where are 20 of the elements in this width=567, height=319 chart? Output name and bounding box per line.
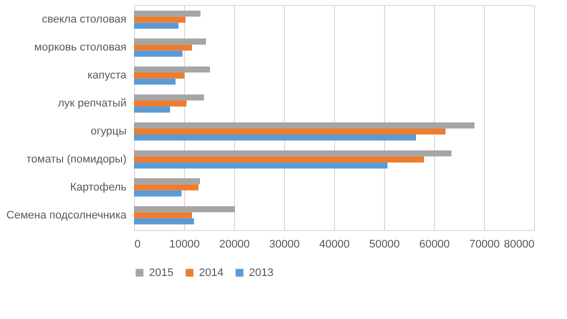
y-tick-label: капуста	[87, 70, 128, 82]
x-tick-label: 70000	[469, 238, 500, 250]
y-tick-label: Семена подсолнечника	[6, 209, 128, 222]
y-tick-label: томаты (помидоры)	[26, 153, 126, 166]
x-tick-label: 30000	[269, 238, 300, 250]
legend-label: 2015	[149, 266, 174, 279]
legend-label: 2014	[199, 266, 224, 279]
x-tick-label: 0	[134, 238, 141, 250]
y-tick-label: Картофель	[70, 181, 127, 194]
legend-label: 2013	[249, 266, 274, 279]
x-tick-label: 10000	[169, 238, 200, 250]
y-tick-label: огурцы	[90, 125, 127, 138]
x-tick-label: 40000	[319, 238, 350, 250]
x-tick-label: 50000	[369, 238, 400, 250]
x-tick-label: 20000	[219, 238, 250, 250]
y-tick-label: свекла столовая	[42, 14, 127, 26]
x-tick-label: 60000	[419, 238, 450, 250]
y-tick-label: морковь столовая	[34, 42, 127, 54]
x-tick-label: 80000	[504, 238, 534, 250]
y-tick-label: лук репчатый	[58, 98, 126, 110]
